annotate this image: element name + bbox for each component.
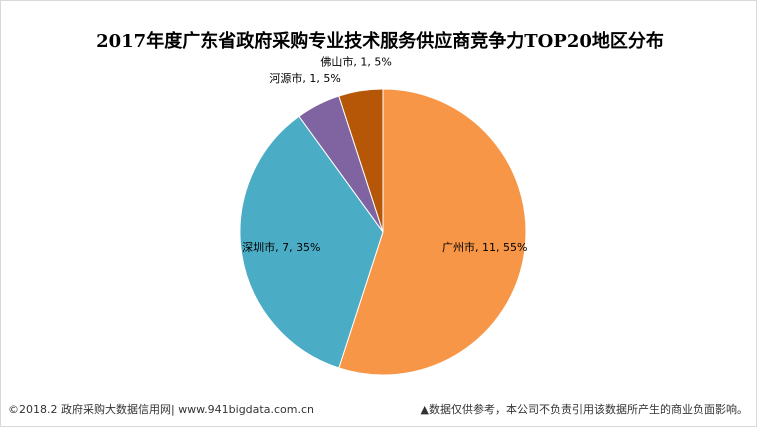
data-label: 广州市, 11, 55% — [442, 240, 527, 254]
footer-left: ©2018.2 政府采购大数据信用网| www.941bigdata.com.c… — [8, 402, 314, 416]
pie-slice — [338, 88, 384, 233]
data-label: 佛山市, 1, 5% — [320, 55, 391, 69]
footer-right: ▲数据仅供参考，本公司不负责引用该数据所产生的商业负面影响。 — [421, 402, 748, 416]
pie-slice — [338, 88, 527, 376]
pie-slice — [239, 115, 384, 369]
data-label: 深圳市, 7, 35% — [242, 240, 320, 254]
data-label: 河源市, 1, 5% — [269, 71, 340, 85]
chart-title: 2017年度广东省政府采购专业技术服务供应商竞争力TOP20地区分布 — [96, 30, 664, 52]
